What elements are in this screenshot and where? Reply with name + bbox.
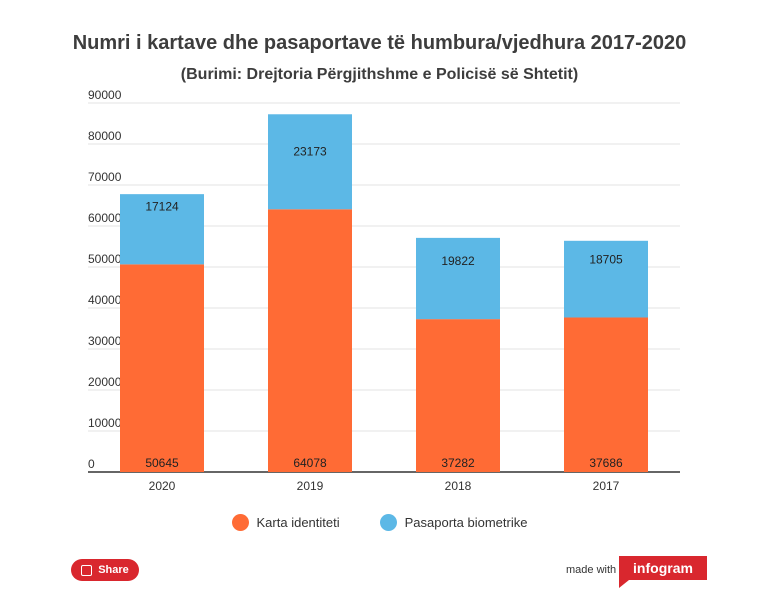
x-tick-label: 2020 xyxy=(149,479,176,493)
x-tick-label: 2017 xyxy=(593,479,620,493)
x-tick-label: 2019 xyxy=(297,479,324,493)
y-tick-label: 80000 xyxy=(88,129,122,143)
bar-karta-2019 xyxy=(268,209,352,472)
data-label: 19822 xyxy=(441,254,475,268)
y-tick-label: 30000 xyxy=(88,334,122,348)
y-tick-label: 0 xyxy=(88,457,95,471)
chart-title: Numri i kartave dhe pasaportave të humbu… xyxy=(72,32,687,54)
bar-pasaporta-2018 xyxy=(416,237,500,320)
bar-chart: 0 10000 20000 30000 40000 50000 60000 70000 8000… xyxy=(88,88,680,493)
share-icon xyxy=(81,564,93,576)
y-tick-label: 20000 xyxy=(88,375,122,389)
y-tick-label: 50000 xyxy=(88,252,122,266)
legend: Karta identiteti Pasaporta biometrike xyxy=(0,514,759,531)
bar-pasaporta-2019 xyxy=(268,114,352,210)
data-label: 37282 xyxy=(441,456,475,470)
bar-pasaporta-2020 xyxy=(120,194,204,265)
share-button[interactable]: Share xyxy=(71,559,139,581)
y-tick-label: 40000 xyxy=(88,293,122,307)
share-label: Share xyxy=(98,564,129,576)
y-tick-label: 70000 xyxy=(88,170,122,184)
chart-subtitle: (Burimi: Drejtoria Përgjithshme e Polici… xyxy=(180,66,579,83)
data-label: 50645 xyxy=(145,456,179,470)
data-label: 17124 xyxy=(145,199,179,213)
data-label: 64078 xyxy=(293,456,327,470)
legend-swatch-karta xyxy=(231,514,249,531)
x-tick-label: 2018 xyxy=(445,479,472,493)
legend-swatch-pasaporta xyxy=(379,514,397,531)
made-with-text: made with xyxy=(566,564,617,576)
y-tick-label: 10000 xyxy=(88,416,122,430)
y-tick-label: 90000 xyxy=(88,88,122,102)
data-label: 18705 xyxy=(589,252,623,266)
legend-item-pasaporta[interactable]: Pasaporta biometrike xyxy=(379,514,528,531)
legend-label-pasaporta: Pasaporta biometrike xyxy=(404,515,528,530)
bar-karta-2020 xyxy=(120,264,204,472)
bar-karta-2017 xyxy=(564,317,648,472)
legend-label-karta: Karta identiteti xyxy=(256,515,340,530)
bar-pasaporta-2017 xyxy=(564,240,648,318)
legend-item-karta[interactable]: Karta identiteti xyxy=(231,514,340,531)
data-label: 37686 xyxy=(589,456,623,470)
infogram-logo[interactable]: infogram xyxy=(619,556,707,588)
bar-karta-2018 xyxy=(416,319,500,472)
y-tick-label: 60000 xyxy=(88,211,122,225)
data-label: 23173 xyxy=(293,144,327,158)
